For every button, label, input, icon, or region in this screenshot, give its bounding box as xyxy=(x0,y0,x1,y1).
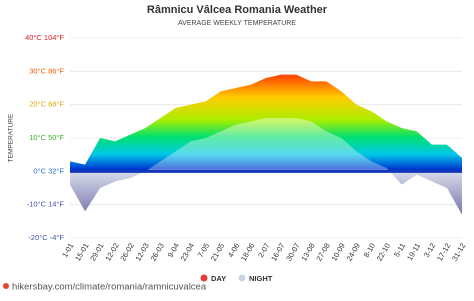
x-tick-label: 29-01 xyxy=(88,241,105,262)
legend-label: DAY xyxy=(211,274,226,283)
legend-label: NIGHT xyxy=(249,274,273,283)
area-night xyxy=(70,118,462,215)
x-tick-label: 26-03 xyxy=(149,241,166,262)
legend-marker xyxy=(238,274,246,282)
x-tick-label: 18-06 xyxy=(239,241,256,262)
source-link: hikersbay.com/climate/romania/ramnicuval… xyxy=(12,282,207,293)
x-tick-label: 17-12 xyxy=(435,241,452,262)
x-tick-label: 24-09 xyxy=(345,241,362,262)
x-tick-label: 27-08 xyxy=(314,241,331,262)
x-tick-label: 16-07 xyxy=(269,241,286,262)
y-tick-label: 0°C 32°F xyxy=(33,166,64,175)
chart-subtitle: AVERAGE WEEKLY TEMPERATURE xyxy=(178,20,296,27)
pin-icon xyxy=(3,283,9,289)
x-tick-label: 12-03 xyxy=(133,241,150,262)
y-axis-label: TEMPERATURE xyxy=(8,113,15,162)
x-tick-label: 15-01 xyxy=(73,241,90,262)
y-tick-label: 30°C 86°F xyxy=(29,66,64,75)
plot-area: -20°C -4°F -10°C 14°F 0°C 32°F 10°C 50°F 20°… xyxy=(25,33,467,263)
x-tick-label: 22-10 xyxy=(375,241,392,262)
y-tick-label: -20°C -4°F xyxy=(28,233,64,242)
x-tick-label: 5-11 xyxy=(392,241,407,258)
x-tick-label: 26-02 xyxy=(118,241,135,262)
x-tick-label: 19-11 xyxy=(405,241,422,262)
y-tick-label: 20°C 68°F xyxy=(29,100,64,109)
legend: DAY NIGHT xyxy=(200,274,273,283)
x-tick-label: 30-07 xyxy=(284,241,301,262)
x-tick-label: 31-12 xyxy=(450,241,467,262)
y-tick-label: -10°C 14°F xyxy=(27,200,65,209)
chart-title: Râmnicu Vâlcea Romania Weather xyxy=(147,4,328,16)
footer: hikersbay.com/climate/romania/ramnicuval… xyxy=(3,282,207,293)
x-tick-label: 13-08 xyxy=(299,241,316,262)
y-tick-label: 10°C 50°F xyxy=(29,133,64,142)
y-tick-label: 40°C 104°F xyxy=(25,33,64,42)
x-tick-label: 12-02 xyxy=(103,241,120,262)
legend-marker xyxy=(200,274,208,282)
x-tick-label: 10-09 xyxy=(329,241,346,262)
x-tick-label: 23-04 xyxy=(179,241,196,262)
x-tick-label: 21-05 xyxy=(209,241,226,262)
